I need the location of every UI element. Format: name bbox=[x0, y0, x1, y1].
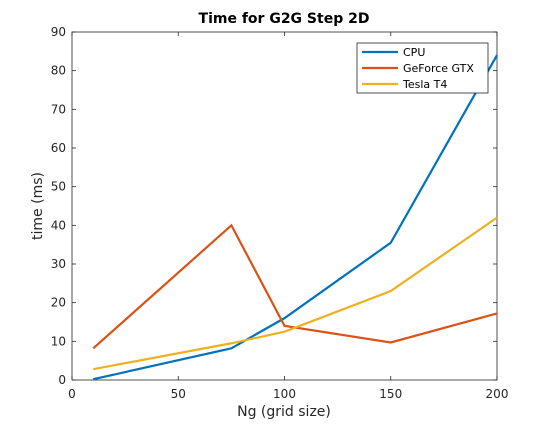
x-tick-label: 0 bbox=[68, 387, 76, 401]
y-tick-label: 0 bbox=[58, 373, 66, 387]
y-tick-label: 80 bbox=[51, 64, 66, 78]
x-axis-label: Ng (grid size) bbox=[237, 404, 331, 420]
y-tick-label: 60 bbox=[51, 141, 66, 155]
y-tick-label: 10 bbox=[51, 334, 66, 348]
y-tick-label: 50 bbox=[51, 180, 66, 194]
y-axis-label: time (ms) bbox=[30, 172, 46, 240]
chart-title: Time for G2G Step 2D bbox=[199, 11, 370, 27]
series-line-1 bbox=[92, 223, 498, 350]
legend-label: CPU bbox=[403, 46, 425, 59]
y-tick-label: 20 bbox=[51, 296, 66, 310]
x-tick-label: 100 bbox=[273, 387, 296, 401]
y-tick-label: 70 bbox=[51, 102, 66, 116]
x-tick-label: 200 bbox=[486, 387, 509, 401]
legend-label: GeForce GTX bbox=[403, 62, 474, 75]
legend: CPU GeForce GTX Tesla T4 bbox=[356, 42, 489, 94]
y-tick-label: 90 bbox=[51, 25, 66, 39]
x-tick-label: 50 bbox=[171, 387, 186, 401]
series-line-2 bbox=[93, 216, 498, 371]
y-tick-label: 40 bbox=[51, 218, 66, 232]
axis-ticks: 0 50 100 150 200 0 10 20 30 40 50 60 70 80 90 bbox=[51, 25, 509, 401]
series-line-0 bbox=[93, 54, 498, 381]
series-lines bbox=[92, 54, 498, 381]
x-tick-label: 150 bbox=[379, 387, 402, 401]
y-tick-label: 30 bbox=[51, 257, 66, 271]
legend-label: Tesla T4 bbox=[402, 78, 447, 91]
